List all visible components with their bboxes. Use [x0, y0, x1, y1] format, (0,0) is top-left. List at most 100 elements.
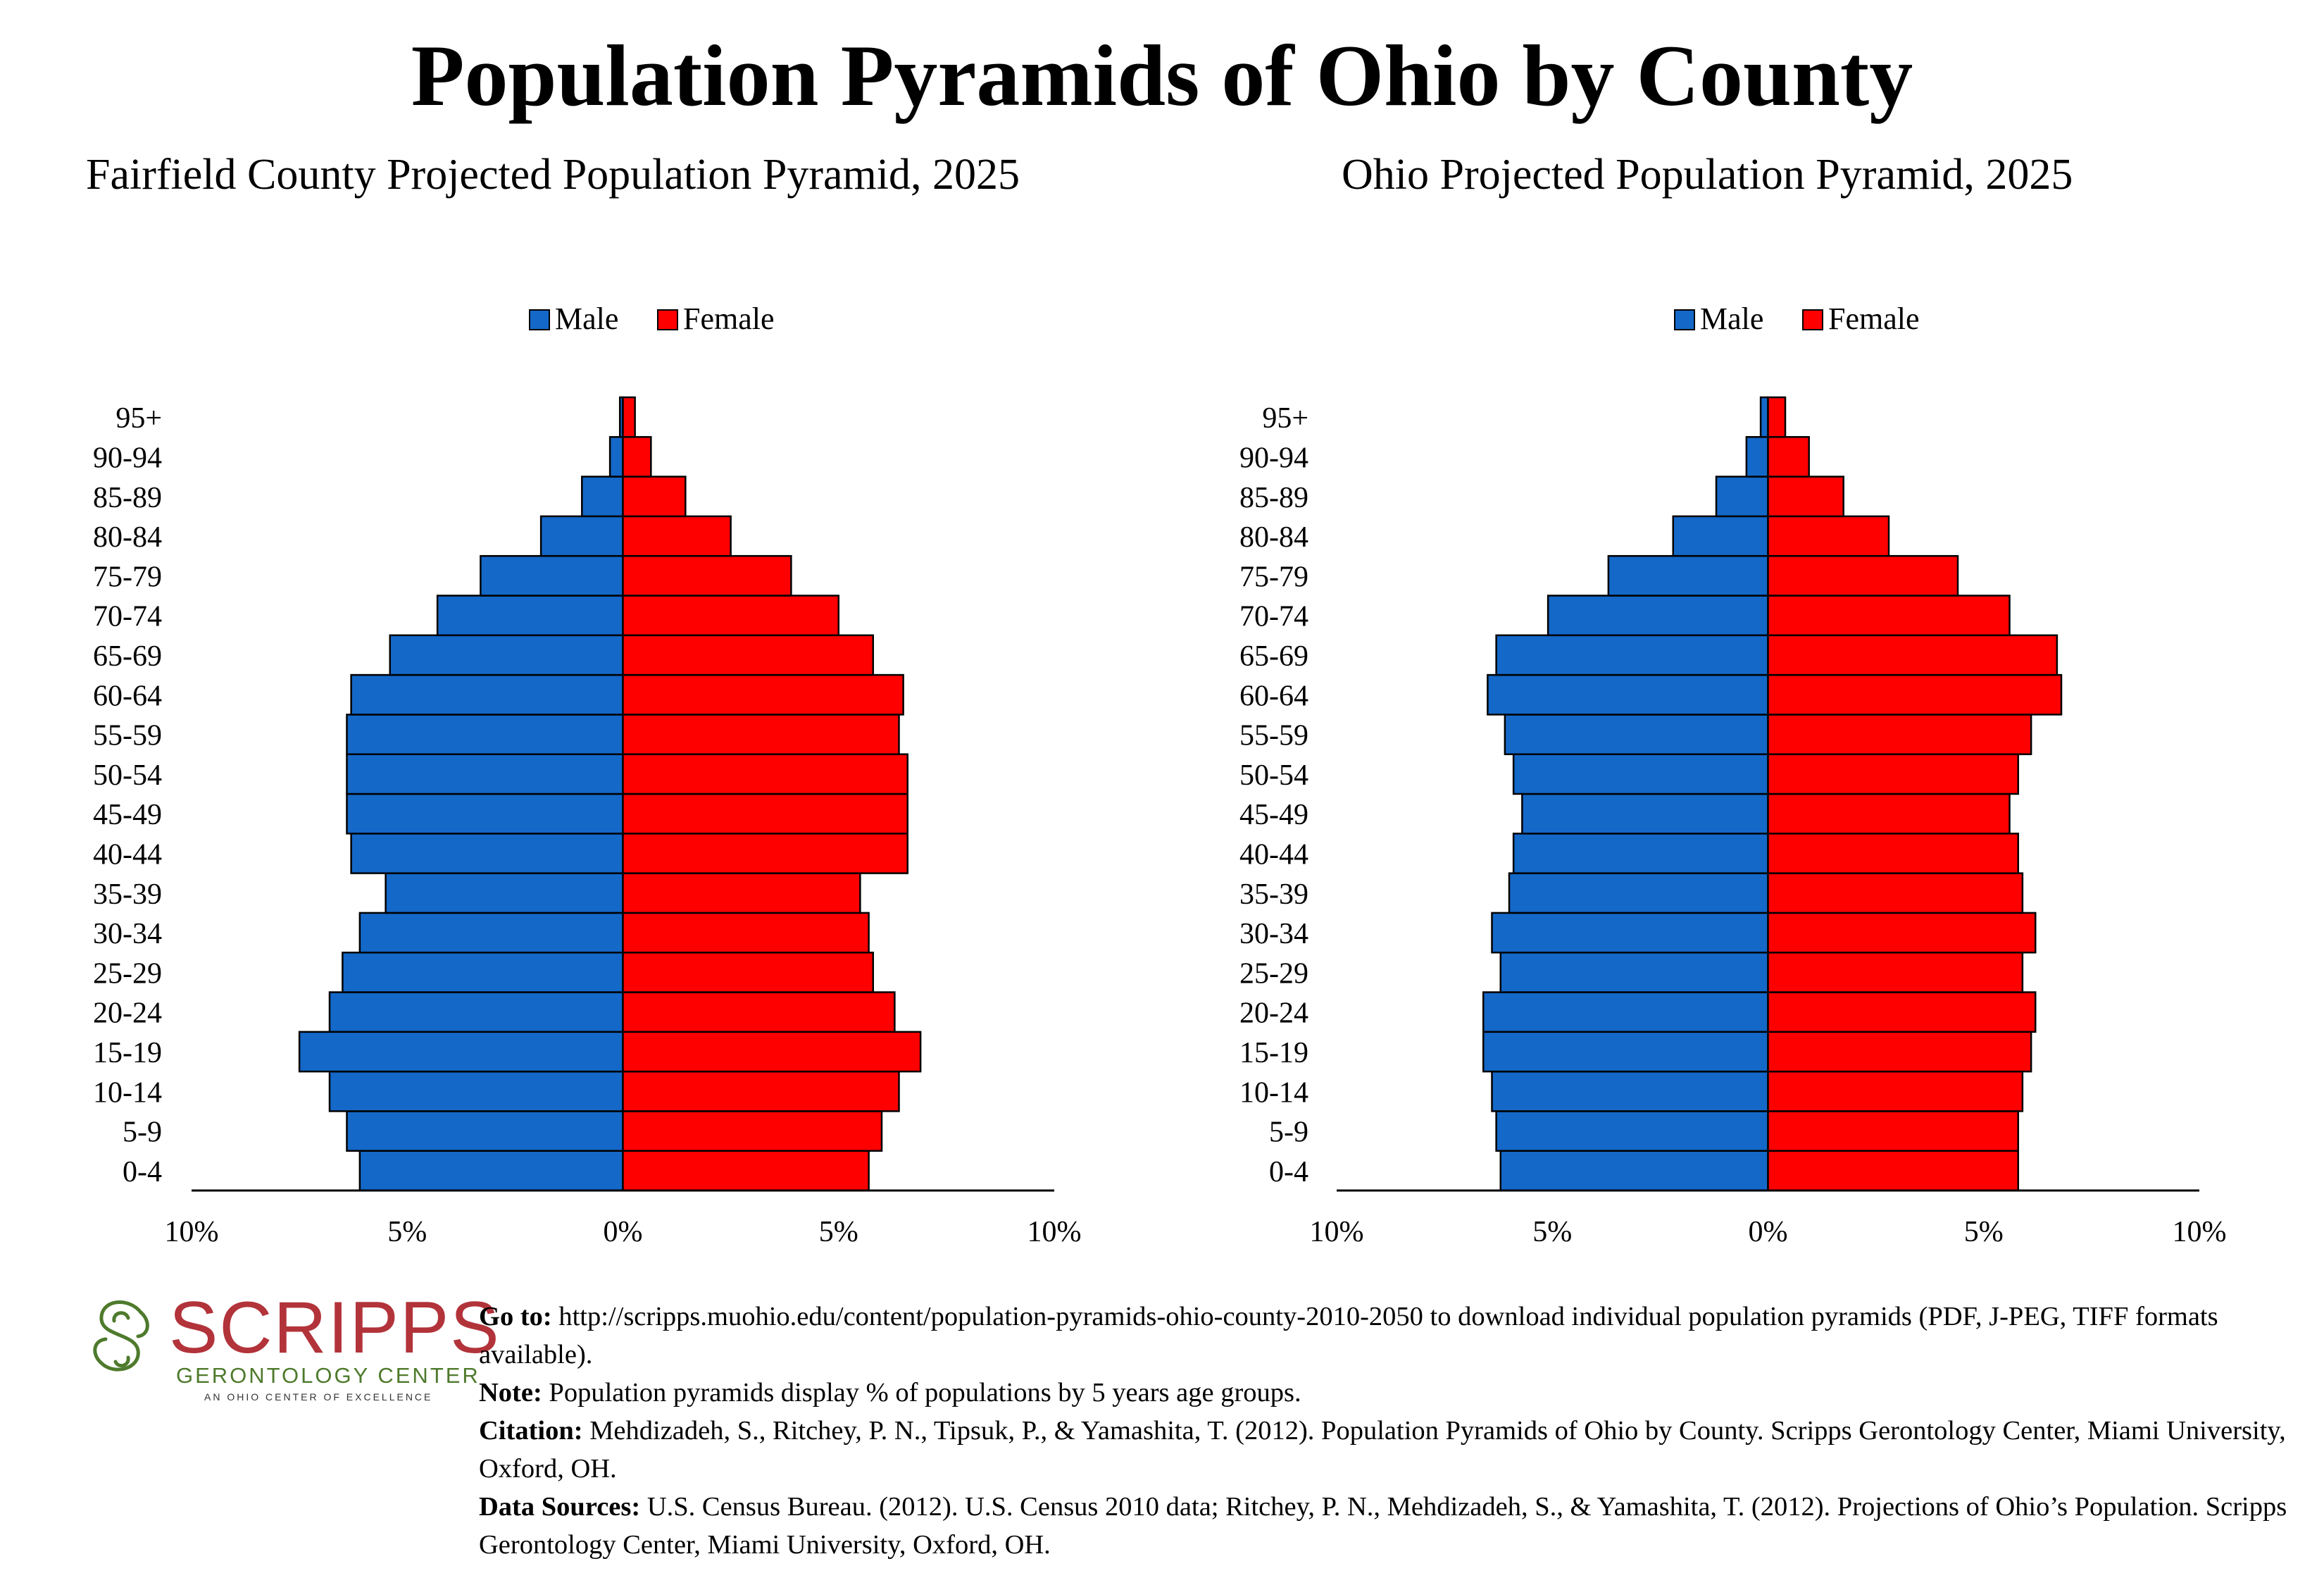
age-label: 35-39: [93, 878, 162, 911]
age-label: 20-24: [93, 997, 162, 1030]
bar-male-40-44: [1512, 833, 1769, 874]
logo-subtitle: GERONTOLOGY CENTER: [176, 1363, 480, 1388]
bar-female-85-89: [622, 476, 687, 518]
bar-female-30-34: [1767, 912, 2037, 954]
bar-female-25-29: [1767, 951, 2024, 993]
x-tick-label: 5%: [819, 1216, 858, 1248]
x-tick-label: 5%: [1964, 1216, 2004, 1248]
bar-male-30-34: [1491, 912, 1769, 954]
x-tick-label: 0%: [604, 1216, 643, 1248]
age-label: 30-34: [93, 918, 162, 950]
page-title: Population Pyramids of Ohio by County: [411, 27, 1913, 124]
bar-female-25-29: [622, 951, 874, 993]
bar-male-10-14: [1491, 1070, 1769, 1112]
bar-male-45-49: [1521, 792, 1769, 835]
age-label: 50-54: [93, 759, 162, 792]
bar-female-0-4: [1767, 1150, 2019, 1192]
age-label: 40-44: [93, 838, 162, 871]
age-label: 75-79: [1239, 561, 1308, 593]
bar-female-95+: [622, 396, 636, 438]
age-label: 60-64: [1239, 680, 1308, 712]
bar-female-30-34: [622, 912, 870, 954]
bar-female-65-69: [622, 634, 874, 676]
bar-female-75-79: [622, 554, 792, 597]
bar-male-40-44: [350, 833, 624, 874]
bar-female-80-84: [622, 515, 732, 557]
logo-wordmark: SCRIPPS: [169, 1287, 501, 1369]
footer-citation-text: Mehdizadeh, S., Ritchey, P. N., Tipsuk, …: [479, 1416, 2286, 1484]
bar-female-45-49: [1767, 792, 2011, 835]
chart-title-ohio: Ohio Projected Population Pyramid, 2025: [1342, 151, 2073, 199]
age-label: 85-89: [1239, 482, 1308, 514]
bar-male-10-14: [328, 1070, 624, 1112]
bar-male-85-89: [1715, 476, 1769, 518]
bar-female-85-89: [1767, 476, 1844, 518]
footer-sources: Data Sources: U.S. Census Bureau. (2012)…: [479, 1488, 2310, 1564]
bar-female-70-74: [622, 595, 839, 637]
bar-female-80-84: [1767, 515, 1890, 557]
bar-female-10-14: [622, 1070, 900, 1112]
age-label: 60-64: [93, 680, 162, 712]
bar-female-60-64: [622, 673, 904, 716]
footer-notes: Go to: http://scripps.muohio.edu/content…: [479, 1298, 2310, 1564]
footer-goto-label: Go to:: [479, 1302, 552, 1331]
footer-sources-text: U.S. Census Bureau. (2012). U.S. Census …: [479, 1492, 2287, 1560]
legend-swatch-male: [1674, 309, 1695, 330]
x-tick-label: 0%: [1749, 1216, 1788, 1248]
age-label: 0-4: [123, 1156, 162, 1188]
age-label: 50-54: [1239, 759, 1308, 792]
age-label: 80-84: [1239, 521, 1308, 554]
bar-male-5-9: [1495, 1110, 1769, 1152]
bar-female-50-54: [1767, 753, 2019, 795]
bar-male-80-84: [1672, 515, 1769, 557]
age-label: 65-69: [93, 640, 162, 673]
logo-tagline: AN OHIO CENTER OF EXCELLENCE: [204, 1391, 433, 1403]
bar-female-5-9: [1767, 1110, 2019, 1152]
age-label: 0-4: [1269, 1156, 1308, 1188]
bar-female-35-39: [622, 872, 861, 914]
bar-female-90-94: [1767, 436, 1810, 478]
age-label: 25-29: [1239, 957, 1308, 990]
bar-male-70-74: [1547, 595, 1769, 637]
bar-female-95+: [1767, 396, 1787, 438]
bar-female-20-24: [1767, 991, 2037, 1033]
footer-goto: Go to: http://scripps.muohio.edu/content…: [479, 1298, 2310, 1374]
bar-male-50-54: [1512, 753, 1769, 795]
bar-male-55-59: [1504, 714, 1769, 755]
x-tick-label: 5%: [1532, 1216, 1572, 1248]
age-label: 55-59: [93, 720, 162, 752]
legend-label-male: Male: [555, 302, 618, 336]
age-label: 95+: [1262, 402, 1308, 435]
bar-female-90-94: [622, 436, 652, 478]
bar-male-0-4: [1499, 1150, 1769, 1192]
x-tick-label: 10%: [2173, 1216, 2227, 1248]
footer-note: Note: Population pyramids display % of p…: [479, 1374, 2310, 1412]
bar-male-75-79: [1607, 554, 1769, 597]
age-label: 70-74: [93, 601, 162, 633]
age-label: 75-79: [93, 561, 162, 593]
bar-male-95+: [1759, 396, 1769, 438]
age-label: 25-29: [93, 957, 162, 990]
age-label: 45-49: [93, 799, 162, 831]
ohio-pyramid-chart: 0-4 5-9 10-14 15-19 20-24 25-29 30-34 35-39 40-4…: [1239, 302, 2227, 1248]
bar-female-75-79: [1767, 554, 1959, 597]
scripps-swirl-icon: [93, 1300, 149, 1372]
bar-female-60-64: [1767, 673, 2063, 716]
bar-female-40-44: [1767, 833, 2019, 874]
age-label: 90-94: [93, 442, 162, 474]
age-label: 70-74: [1239, 601, 1308, 633]
legend-label-male: Male: [1700, 302, 1763, 336]
age-label: 20-24: [1239, 997, 1308, 1030]
footer-note-text: Population pyramids display % of populat…: [549, 1378, 1301, 1407]
age-label: 10-14: [93, 1076, 162, 1109]
age-label: 40-44: [1239, 838, 1308, 871]
x-tick-label: 10%: [1310, 1216, 1364, 1248]
legend-swatch-male: [529, 309, 550, 330]
bar-male-20-24: [1482, 991, 1769, 1033]
footer-sources-label: Data Sources:: [479, 1492, 641, 1522]
scripps-logo: SCRIPPS GERONTOLOGY CENTER AN OHIO CENTE…: [86, 1291, 499, 1405]
fairfield-pyramid-chart: 0-4 5-9 10-14 15-19 20-24 25-29 30-34 35-39 40-4…: [93, 302, 1082, 1248]
age-label: 65-69: [1239, 640, 1308, 673]
bar-male-25-29: [1499, 951, 1769, 993]
age-label: 30-34: [1239, 918, 1308, 950]
